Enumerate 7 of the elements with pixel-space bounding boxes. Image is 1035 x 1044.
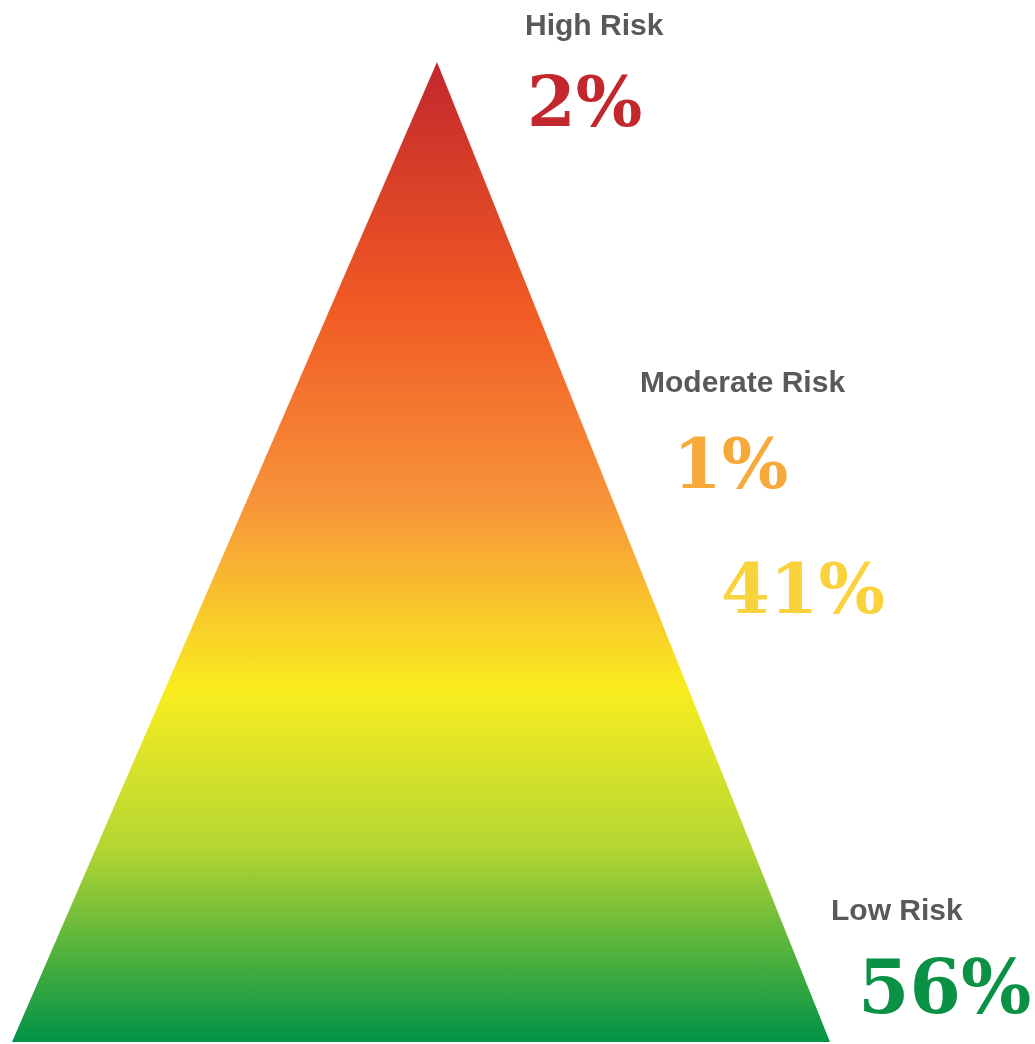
category-label: Low Risk (831, 893, 963, 926)
category-label: High Risk (525, 8, 664, 41)
data-label: 1% (673, 422, 789, 505)
data-label: 56% (858, 944, 1032, 1030)
data-label: 2% (527, 60, 643, 143)
data-label: 41% (721, 547, 885, 630)
category-label: Moderate Risk (640, 365, 846, 398)
